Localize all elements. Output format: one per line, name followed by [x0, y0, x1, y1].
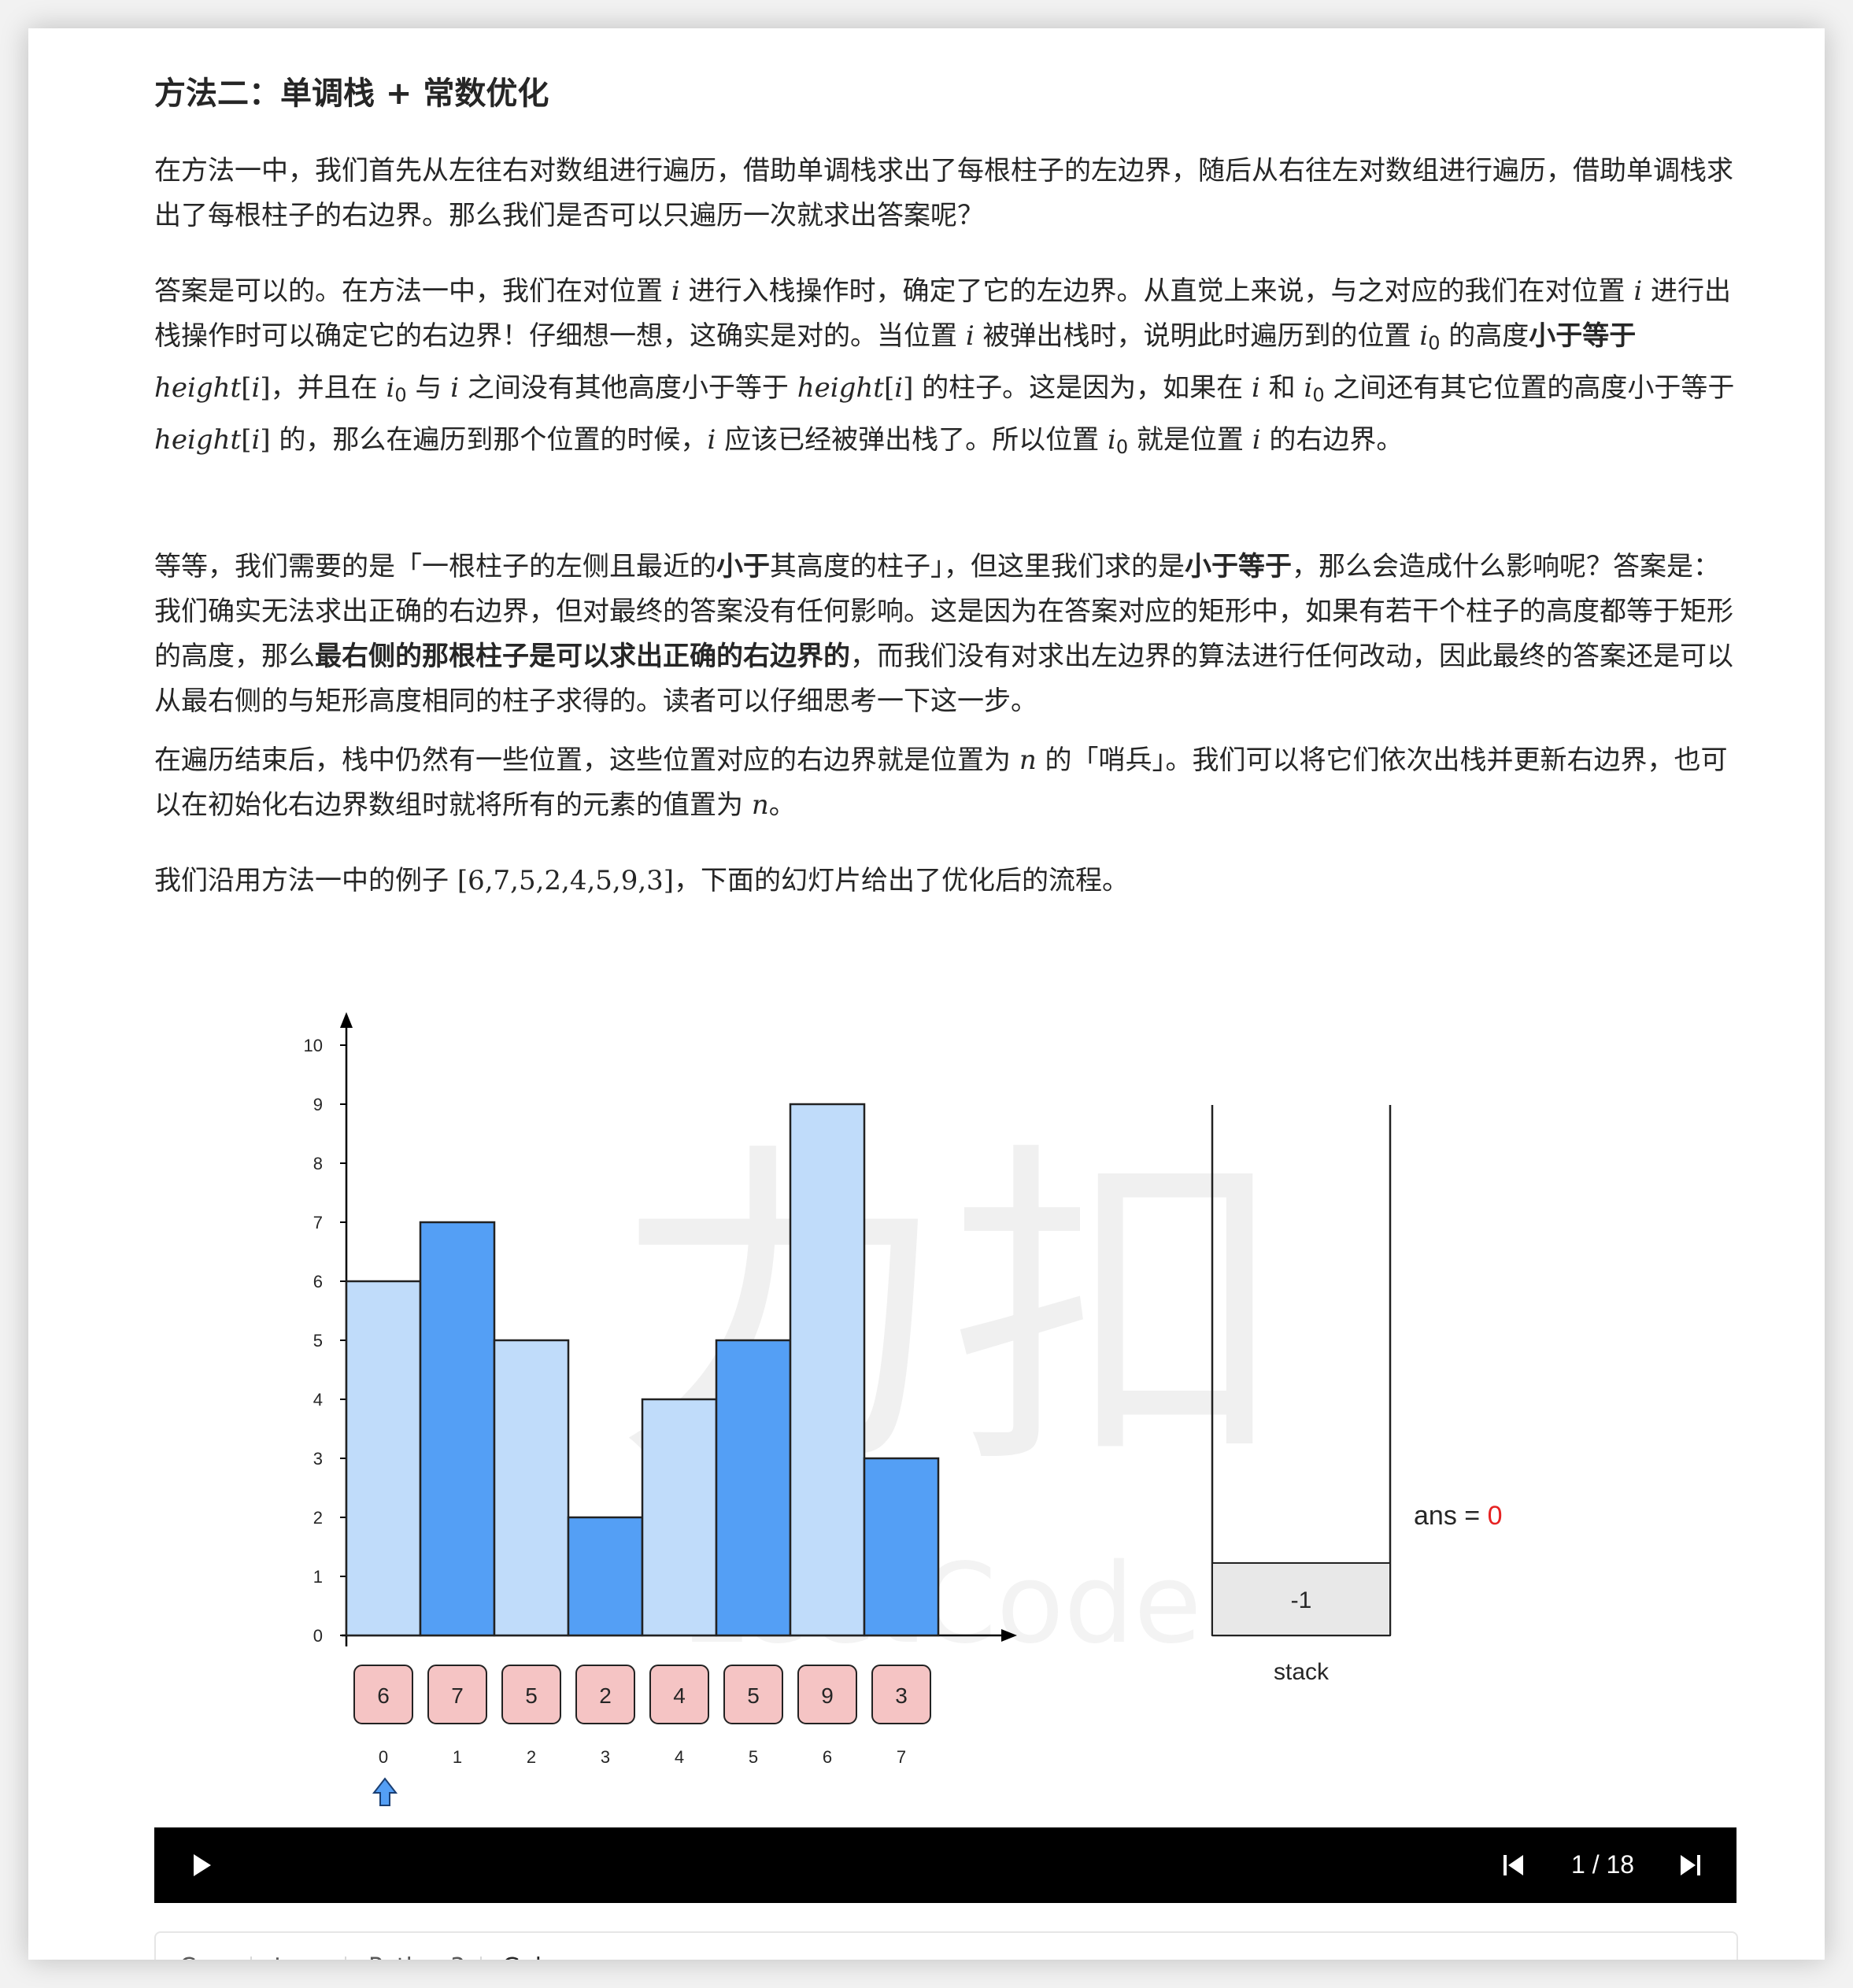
tab-golang[interactable]: Golang — [502, 1953, 586, 1960]
bar-0 — [345, 1280, 422, 1637]
y-tick-label: 3 — [313, 1449, 323, 1469]
slideshow-player: 1 / 18 — [154, 1827, 1736, 1903]
play-icon[interactable] — [187, 1851, 216, 1879]
index-label: 6 — [823, 1747, 832, 1767]
tab-separator — [250, 1957, 252, 1960]
section-title: 方法二：单调栈 + 常数优化 — [154, 76, 549, 112]
array-box — [871, 1665, 931, 1724]
bar-4 — [641, 1398, 718, 1637]
stack-item — [1211, 1562, 1391, 1636]
slide-counter: 1 / 18 — [1571, 1850, 1635, 1879]
array-box — [723, 1665, 783, 1724]
bar-plot: 0 1 2 3 4 5 6 7 8 9 10 6 7 5 2 4 5 9 3 0 1 2 3 4 5 6 7 — [304, 1012, 1017, 1806]
stack-visual: -1 stack — [1211, 1105, 1392, 1685]
array-box-value: 3 — [895, 1683, 908, 1708]
y-tick-label: 6 — [313, 1272, 323, 1291]
paragraph-5: 我们沿用方法一中的例子 [6,7,5,2,4,5,9,3]，下面的幻灯片给出了优… — [154, 865, 1130, 896]
array-box — [353, 1665, 413, 1724]
tab-separator — [480, 1957, 482, 1960]
article-card: 方法二：单调栈 + 常数优化 在方法一中，我们首先从左往右对数组进行遍历，借助单… — [28, 28, 1825, 1960]
x-axis-arrowhead — [1001, 1629, 1017, 1642]
y-tick-label: 7 — [313, 1213, 323, 1232]
bar-6 — [789, 1103, 866, 1637]
array-box — [797, 1665, 857, 1724]
paragraph-1: 在方法一中，我们首先从左往右对数组进行遍历，借助单调栈求出了每根柱子的左边界，随… — [154, 155, 1733, 231]
y-tick-label: 4 — [313, 1390, 323, 1410]
array-box — [501, 1665, 561, 1724]
array-box-value: 7 — [451, 1683, 464, 1708]
paragraph-3: 等等，我们需要的是「一根柱子的左侧且最近的小于其高度的柱子」，但这里我们求的是小… — [154, 551, 1733, 717]
array-box-value: 4 — [673, 1683, 686, 1708]
tab-cpp[interactable]: C++ — [179, 1953, 235, 1960]
y-tick-label: 1 — [313, 1567, 323, 1587]
pointer-arrow-icon — [372, 1777, 398, 1806]
y-tick-label: 8 — [313, 1154, 323, 1173]
array-box — [575, 1665, 635, 1724]
code-language-tabs: C++ Java Python3 Golang — [154, 1931, 1738, 1960]
y-tick-label: 0 — [313, 1626, 323, 1646]
array-box — [649, 1665, 709, 1724]
y-tick-label: 2 — [313, 1508, 323, 1528]
array-box-value: 6 — [377, 1683, 390, 1708]
y-tick-label: 9 — [313, 1095, 323, 1114]
index-label: 7 — [897, 1747, 906, 1767]
y-tick-label: 5 — [313, 1331, 323, 1351]
bar-1 — [419, 1221, 496, 1637]
bar-2 — [493, 1339, 570, 1637]
paragraph-4: 在遍历结束后，栈中仍然有一些位置，这些位置对应的右边界就是位置为 n 的「哨兵」… — [154, 745, 1728, 821]
bar-3 — [567, 1516, 644, 1637]
index-label: 1 — [453, 1747, 462, 1767]
tab-separator — [345, 1957, 346, 1960]
stack-item-value: -1 — [1291, 1587, 1312, 1613]
index-label: 4 — [675, 1747, 684, 1767]
index-label: 2 — [527, 1747, 536, 1767]
ans-label: ans = 0 — [1414, 1501, 1503, 1531]
y-tick-label: 10 — [304, 1036, 323, 1055]
skip-next-icon[interactable] — [1677, 1851, 1705, 1879]
bar-7 — [863, 1457, 940, 1637]
ans-value: 0 — [1488, 1501, 1503, 1531]
bar-5 — [715, 1339, 792, 1637]
stack-label: stack — [1274, 1659, 1330, 1685]
array-box — [427, 1665, 487, 1724]
index-label: 3 — [601, 1747, 610, 1767]
tab-python3[interactable]: Python3 — [368, 1953, 465, 1960]
index-label: 0 — [379, 1747, 388, 1767]
array-box-value: 2 — [599, 1683, 612, 1708]
array-box-value: 9 — [821, 1683, 834, 1708]
paragraph-2: 答案是可以的。在方法一中，我们在对位置 i 进行入栈操作时，确定了它的左边界。从… — [154, 275, 1735, 458]
index-label: 5 — [749, 1747, 758, 1767]
array-box-value: 5 — [525, 1683, 538, 1708]
array-box-value: 5 — [747, 1683, 760, 1708]
y-axis-arrowhead — [340, 1012, 353, 1028]
tab-java[interactable]: Java — [274, 1953, 324, 1960]
skip-previous-icon[interactable] — [1499, 1851, 1527, 1879]
